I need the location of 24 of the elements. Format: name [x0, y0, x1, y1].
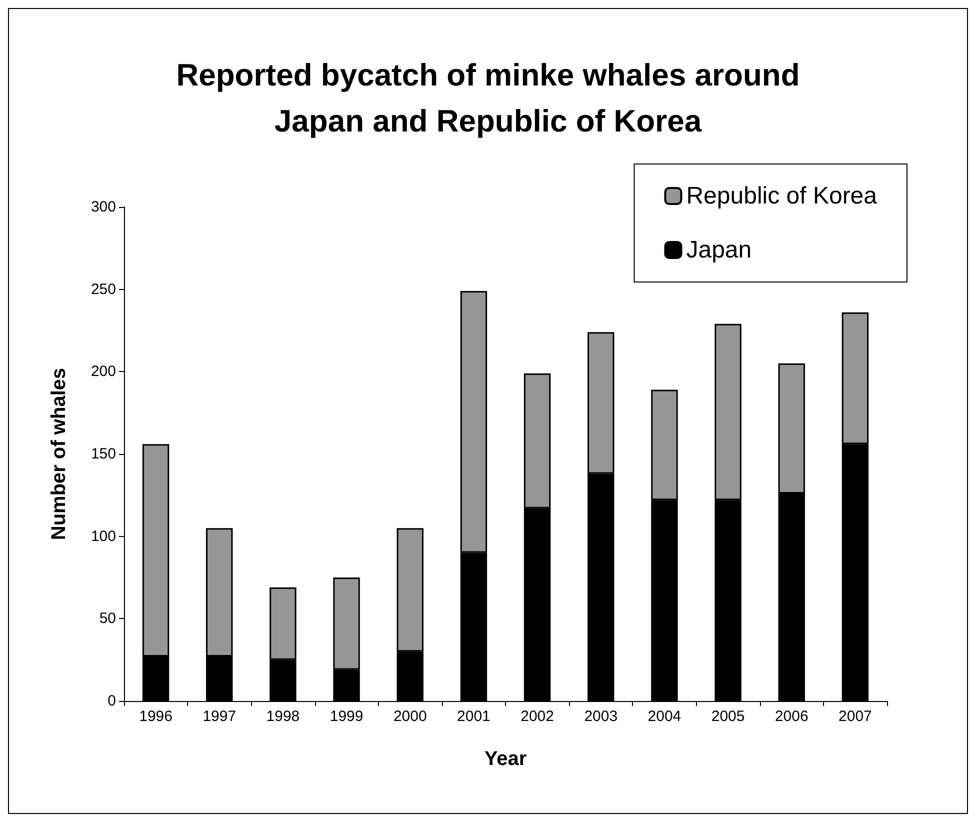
x-tick-label: 2004	[648, 708, 682, 725]
x-tick-label: 2005	[711, 708, 745, 725]
y-tick-label: 300	[90, 198, 116, 216]
x-tick-label: 2006	[774, 708, 808, 725]
y-tick-label: 50	[99, 610, 116, 628]
x-tick-label: 1997	[202, 708, 236, 725]
x-axis-title: Year	[484, 748, 527, 770]
y-tick-label: 150	[90, 446, 116, 462]
y-tick-label: 100	[90, 528, 116, 545]
y-tick-label: 200	[90, 363, 116, 380]
y-axis-title: Number of whales	[48, 368, 70, 540]
y-tick-label: 0	[108, 692, 116, 710]
x-tick-label: 2000	[393, 708, 427, 725]
x-tick-label: 2007	[838, 708, 872, 725]
x-tick-label: 2001	[457, 708, 490, 725]
legend-label: Republic of Korea	[686, 182, 878, 210]
legend-label: Japan	[686, 236, 752, 264]
x-tick-label: 2002	[520, 708, 554, 725]
chart-title: Reported bycatch of minke whales around Japan and Republic of Korea	[176, 58, 800, 138]
x-tick-label: 1998	[266, 708, 300, 725]
x-tick-label: 1996	[139, 708, 172, 725]
x-tick-label: 1999	[330, 708, 364, 725]
x-tick-label: 2003	[584, 708, 618, 725]
y-tick-label: 250	[90, 280, 116, 298]
